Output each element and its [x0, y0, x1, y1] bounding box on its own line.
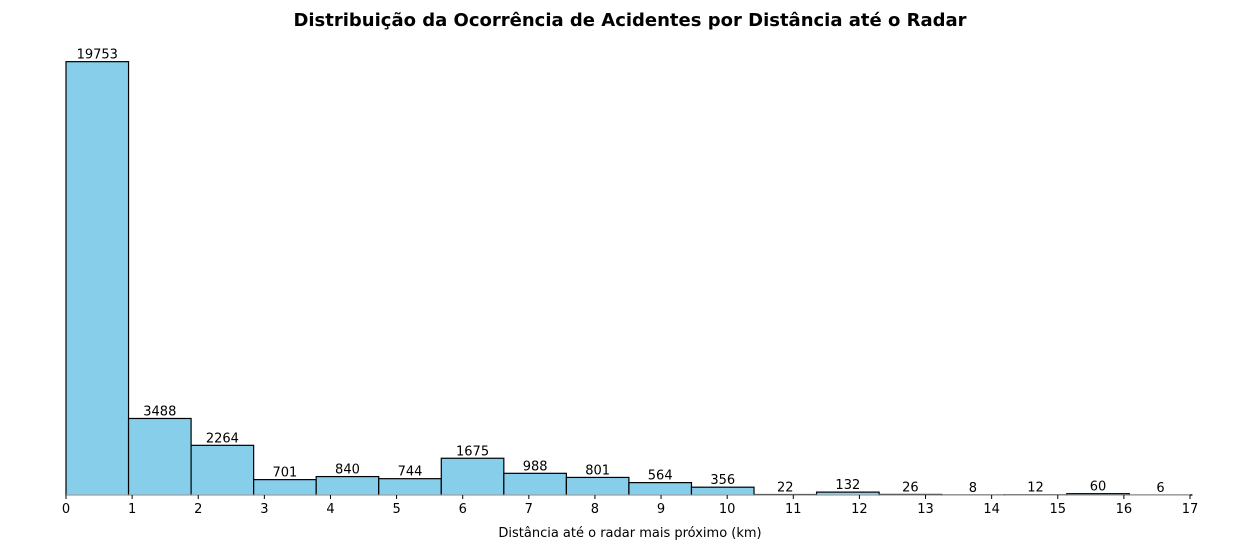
bar-value-label: 132 — [835, 478, 860, 493]
x-tick-label: 17 — [1182, 502, 1199, 517]
bar-value-label: 356 — [710, 473, 735, 488]
histogram-bar — [628, 482, 693, 496]
x-tick-label: 16 — [1116, 502, 1133, 517]
histogram-bar — [315, 475, 380, 496]
x-tick-label: 2 — [194, 502, 202, 517]
x-tick-label: 8 — [591, 502, 599, 517]
x-axis-label: Distância até o radar mais próximo (km) — [498, 526, 761, 541]
histogram-bar — [690, 486, 755, 496]
bar-value-label: 1675 — [456, 444, 489, 459]
x-tick-label: 3 — [260, 502, 268, 517]
x-ticks-group: 0 1 2 3 4 5 6 7 8 9 10 11 12 13 14 15 16 17 — [62, 495, 1198, 517]
x-tick-label: 0 — [62, 502, 70, 517]
bar-value-label: 6 — [1156, 481, 1164, 496]
bar-value-label: 2264 — [206, 431, 239, 446]
bar-value-label: 60 — [1090, 480, 1107, 495]
histogram-bar — [565, 476, 630, 496]
x-tick-label: 1 — [128, 502, 136, 517]
bar-value-label: 840 — [335, 463, 360, 478]
bar-value-label: 8 — [969, 481, 977, 496]
bar-value-label: 3488 — [143, 404, 176, 419]
bar-value-label: 26 — [902, 480, 919, 495]
x-tick-label: 5 — [392, 502, 400, 517]
x-tick-label: 9 — [657, 502, 665, 517]
bar-labels-group: 19753 3488 2264 701 840 744 1675 988 801 564 356 22… — [77, 48, 1165, 496]
bar-value-label: 564 — [648, 469, 673, 484]
bar-value-label: 988 — [523, 459, 548, 474]
bar-value-label: 22 — [777, 481, 794, 496]
x-tick-label: 7 — [525, 502, 533, 517]
x-tick-label: 13 — [917, 502, 934, 517]
histogram-bar — [65, 61, 130, 496]
x-tick-label: 11 — [785, 502, 802, 517]
bars-group — [65, 61, 1193, 496]
histogram-bar — [440, 457, 505, 496]
bar-value-label: 701 — [273, 466, 298, 481]
x-tick-label: 12 — [851, 502, 868, 517]
bar-value-label: 801 — [585, 463, 610, 478]
histogram-bar — [127, 417, 192, 496]
x-tick-label: 14 — [983, 502, 1000, 517]
chart-title: Distribuição da Ocorrência de Acidentes … — [293, 10, 966, 31]
bar-value-label: 19753 — [77, 48, 118, 63]
histogram-bar — [503, 472, 567, 496]
x-tick-label: 15 — [1049, 502, 1066, 517]
bar-value-label: 744 — [398, 465, 423, 480]
histogram-bar — [190, 444, 255, 496]
histogram-bar — [253, 479, 317, 496]
x-tick-label: 6 — [459, 502, 467, 517]
x-tick-label: 4 — [326, 502, 334, 517]
histogram-bar — [378, 478, 442, 496]
bar-value-label: 12 — [1027, 481, 1044, 496]
x-tick-label: 10 — [719, 502, 736, 517]
